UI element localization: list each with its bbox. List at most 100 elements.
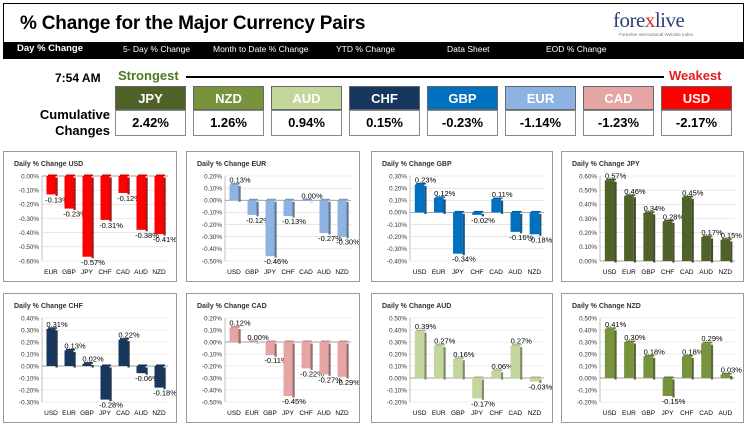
bar	[100, 366, 110, 400]
bar	[701, 236, 711, 261]
bar	[414, 331, 425, 378]
bar	[472, 378, 482, 399]
data-label: 0.46%	[624, 187, 646, 196]
x-category-label: AUD	[134, 410, 148, 417]
bar	[136, 176, 146, 230]
bar-top	[416, 183, 426, 185]
x-category-label: USD	[227, 269, 241, 276]
x-category-label: USD	[227, 410, 241, 417]
strength-scale-line	[186, 76, 664, 78]
data-label: -0.30%	[336, 238, 359, 247]
bar-shade	[539, 213, 542, 236]
forexlive-logo[interactable]: forexlive Forexlive International Websit…	[613, 8, 723, 40]
data-label: 0.13%	[229, 176, 251, 185]
y-tick-label: -0.60%	[19, 258, 39, 265]
bar-shade	[73, 351, 76, 368]
bar-shade	[238, 329, 241, 344]
bar-shade	[730, 375, 733, 380]
bar-top	[156, 364, 165, 366]
y-tick-label: 0.50%	[389, 315, 407, 322]
bar	[64, 176, 74, 209]
data-label: 0.29%	[701, 334, 723, 343]
bar	[433, 345, 444, 378]
bar-shade	[292, 201, 295, 218]
bar	[118, 339, 128, 366]
bar-top	[606, 178, 616, 181]
bar	[283, 200, 293, 217]
y-tick-label: 0.10%	[389, 198, 407, 205]
data-label: -0.13%	[45, 195, 69, 204]
x-category-label: USD	[413, 410, 427, 417]
chart-panel-eur: Daily % Change EUR 0.20% 0.10% 0.00% -0.10% -…	[186, 151, 360, 282]
bar-shade	[346, 201, 349, 239]
pair-currency: GBP	[427, 86, 498, 110]
logo-tagline: Forexlive International Website Index	[619, 32, 693, 37]
bar	[604, 328, 615, 378]
pair-value: 0.94%	[271, 110, 342, 136]
pair-currency: AUD	[271, 86, 342, 110]
bar-top	[512, 344, 522, 346]
bar	[472, 212, 482, 215]
data-label: -0.23%	[63, 210, 87, 219]
bar-top	[138, 364, 147, 366]
bar-top	[267, 198, 276, 201]
y-tick-label: 0.40%	[579, 202, 597, 209]
pair-value: 2.42%	[115, 110, 186, 136]
bar	[229, 327, 239, 342]
y-tick-label: 0.20%	[204, 315, 222, 322]
chart-panel-aud: Daily % Change AUD 0.50% 0.40% 0.30% 0.20% 0.…	[371, 293, 553, 423]
pair-value: 1.26%	[193, 110, 264, 136]
data-label: 0.27%	[434, 337, 456, 346]
x-category-label: NZD	[528, 269, 542, 276]
y-tick-label: -0.10%	[387, 222, 407, 229]
tab-5-day-change[interactable]: 5- Day % Change	[123, 44, 191, 54]
bar-shade	[127, 341, 130, 368]
tab-eod-change[interactable]: EOD % Change	[546, 44, 607, 54]
tab-month-to-date-change[interactable]: Month to Date % Change	[213, 44, 309, 54]
tab-data-sheet[interactable]: Data Sheet	[447, 44, 490, 54]
pair-cad: CAD -1.23%	[583, 86, 654, 136]
x-category-label: CHF	[489, 410, 502, 417]
y-tick-label: 0.00%	[579, 375, 597, 382]
x-category-label: AUD	[699, 269, 713, 276]
bar-top	[102, 364, 111, 366]
x-category-label: GBP	[263, 410, 277, 417]
tab-ytd-change[interactable]: YTD % Change	[336, 44, 396, 54]
logo-text: forexlive	[613, 8, 685, 32]
bar-shade	[462, 360, 465, 380]
chart-title: Daily % Change AUD	[382, 303, 451, 310]
x-category-label: EUR	[432, 269, 446, 276]
bar	[720, 374, 731, 378]
bar-shade	[91, 365, 94, 368]
y-tick-label: -0.20%	[387, 399, 407, 406]
bar-top	[138, 174, 147, 176]
bar	[604, 180, 615, 261]
x-category-label: EUR	[245, 410, 259, 417]
chart-panel-usd: Daily % Change USD 0.00% -0.10% -0.20% -0.30…	[3, 151, 177, 282]
bar-shade	[274, 343, 277, 357]
bar-top	[231, 183, 240, 185]
y-tick-label: -0.20%	[19, 387, 39, 394]
bar-top	[156, 174, 165, 176]
x-category-label: AUD	[134, 269, 148, 276]
bar-shade	[424, 186, 427, 214]
bar-chart: Daily % Change NZD 0.50% 0.40% 0.30% 0.20% 0.…	[572, 303, 742, 417]
bar-top	[606, 327, 616, 329]
bar-shade	[443, 347, 446, 380]
bar	[319, 200, 329, 234]
bar	[491, 199, 501, 213]
data-label: 0.16%	[453, 350, 475, 359]
x-category-label: JPY	[662, 410, 675, 417]
data-label: -0.12%	[246, 216, 270, 225]
bar-shade	[672, 222, 675, 263]
pair-currency: JPY	[115, 86, 186, 110]
data-label: 0.02%	[82, 355, 104, 364]
tab-day-change[interactable]: Day % Change	[17, 43, 83, 54]
bar-shade	[710, 344, 714, 380]
bar	[100, 176, 110, 220]
y-tick-label: 0.10%	[579, 363, 597, 370]
bar-shade	[310, 343, 313, 370]
bar	[154, 176, 164, 235]
bar-shade	[481, 213, 484, 217]
bar	[118, 176, 128, 193]
